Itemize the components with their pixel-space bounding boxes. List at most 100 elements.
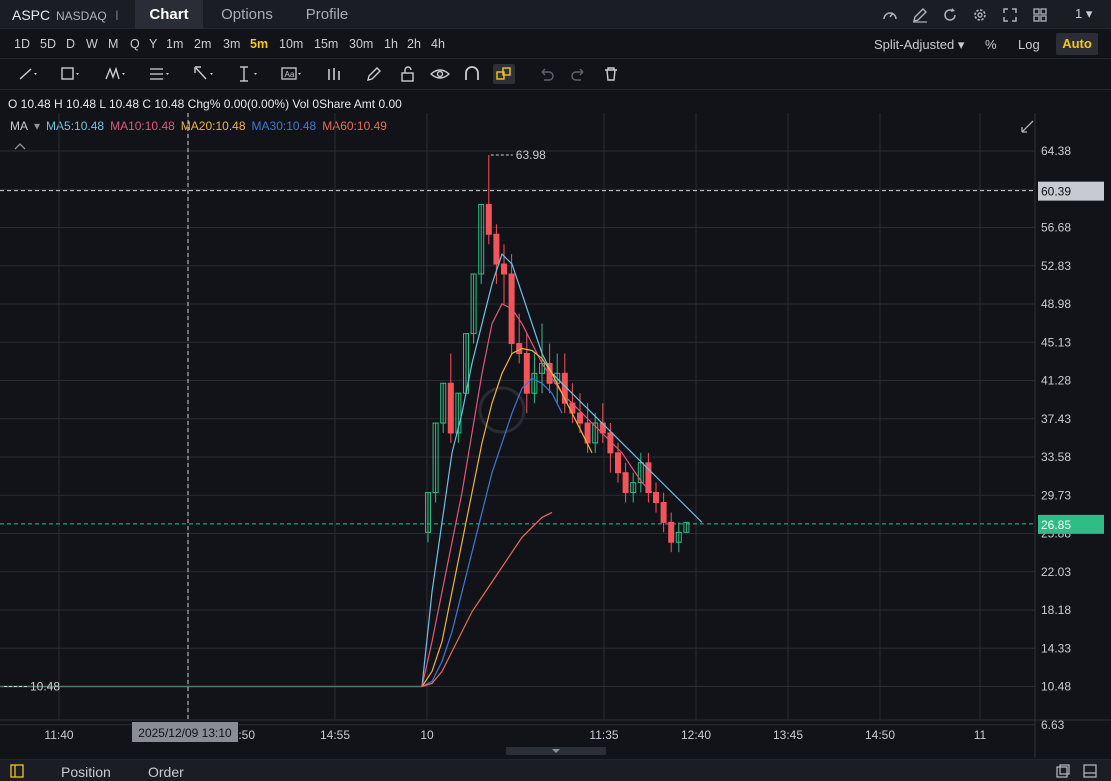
candle-body bbox=[501, 263, 507, 275]
x-axis-tick-label: 14:55 bbox=[320, 728, 350, 742]
popout-icon[interactable] bbox=[1056, 764, 1070, 778]
candle-body bbox=[660, 502, 667, 523]
x-axis-tick-label: 10 bbox=[420, 728, 434, 742]
interval-d[interactable]: D bbox=[66, 37, 76, 51]
rectangle-tool-icon[interactable] bbox=[58, 64, 80, 84]
shrink-icon[interactable] bbox=[1021, 120, 1034, 133]
candle-body bbox=[455, 392, 462, 434]
layout-grid-icon[interactable] bbox=[1031, 6, 1049, 24]
delete-trash-icon[interactable] bbox=[600, 64, 622, 84]
layout-count-dropdown[interactable]: 1 ▾ bbox=[1075, 6, 1093, 21]
collapse-caret-icon[interactable] bbox=[14, 143, 26, 150]
tab-position[interactable]: Position bbox=[61, 764, 111, 780]
y-axis-tick-label: 56.68 bbox=[1041, 221, 1071, 235]
trend-line-tool-icon[interactable] bbox=[16, 64, 38, 84]
redo-icon[interactable] bbox=[567, 64, 589, 84]
y-axis-tick-label: 45.13 bbox=[1041, 335, 1071, 349]
percent-toggle[interactable]: % bbox=[985, 37, 997, 52]
panel-toggle-icon[interactable] bbox=[10, 764, 24, 778]
candle-body bbox=[675, 531, 682, 543]
log-toggle[interactable]: Log bbox=[1018, 37, 1040, 52]
layout-panel-icon[interactable] bbox=[1083, 764, 1097, 778]
candle-body bbox=[637, 462, 644, 484]
y-axis-tick-label: 10.48 bbox=[1041, 680, 1071, 694]
y-axis-tick-label: 6.63 bbox=[1041, 718, 1065, 732]
interval-y[interactable]: Y bbox=[149, 37, 158, 51]
draw-edit-icon[interactable] bbox=[911, 6, 929, 24]
symbol-name[interactable]: ASPC bbox=[12, 7, 51, 23]
lock-icon[interactable] bbox=[397, 64, 419, 84]
bottom-bar bbox=[0, 759, 1111, 781]
undo-icon[interactable] bbox=[536, 64, 558, 84]
interval-10m[interactable]: 10m bbox=[279, 37, 304, 51]
interval-2m[interactable]: 2m bbox=[194, 37, 212, 51]
y-axis-tick-label: 48.98 bbox=[1041, 297, 1071, 311]
candle-marker-tool-icon[interactable] bbox=[324, 64, 346, 84]
split-adjusted-dropdown[interactable]: Split-Adjusted ▾ bbox=[874, 37, 965, 52]
visibility-eye-icon[interactable] bbox=[429, 64, 451, 84]
fibonacci-tool-icon[interactable] bbox=[148, 64, 170, 84]
exchange-name: NASDAQ bbox=[56, 9, 107, 23]
interval-30m[interactable]: 30m bbox=[349, 37, 374, 51]
candle-body bbox=[470, 273, 477, 335]
pattern-tool-icon[interactable] bbox=[104, 64, 126, 84]
candle-body bbox=[653, 492, 659, 504]
interval-w[interactable]: W bbox=[86, 37, 98, 51]
link-crosshair-icon[interactable] bbox=[493, 64, 515, 84]
x-axis-tick-label: 13:45 bbox=[773, 728, 803, 742]
candle-body bbox=[425, 492, 431, 533]
ma-legend-label[interactable]: MA bbox=[10, 119, 28, 133]
interval-m[interactable]: M bbox=[108, 37, 119, 51]
interval-1h[interactable]: 1h bbox=[384, 37, 398, 51]
interval-q[interactable]: Q bbox=[130, 37, 140, 51]
arrow-tool-icon[interactable] bbox=[192, 64, 214, 84]
candle-body bbox=[630, 482, 637, 494]
candle-body bbox=[485, 203, 492, 235]
price-chart[interactable]: 64.3860.5356.6852.8348.9845.1341.2837.43… bbox=[0, 113, 1111, 758]
brush-tool-icon[interactable] bbox=[364, 64, 386, 84]
measure-tool-icon[interactable] bbox=[236, 64, 258, 84]
x-axis-tick-label: 14:50 bbox=[865, 728, 895, 742]
ma-legend: MA ▾ MA5:10.48 MA10:10.48 MA20:10.48 MA30:10.… bbox=[10, 119, 393, 133]
interval-5d[interactable]: 5D bbox=[40, 37, 56, 51]
tab-options[interactable]: Options bbox=[221, 6, 273, 23]
indicator-gauge-icon[interactable] bbox=[881, 6, 899, 24]
x-axis-tick-label: 11 bbox=[974, 728, 987, 742]
split-adjusted-label: Split-Adjusted bbox=[874, 37, 955, 52]
refresh-icon[interactable] bbox=[941, 6, 959, 24]
scroll-handle-arrow-icon[interactable] bbox=[552, 749, 560, 753]
candle-body bbox=[440, 382, 447, 424]
y-axis-tick-label: 33.58 bbox=[1041, 450, 1071, 464]
y-axis-tick-label: 52.83 bbox=[1041, 259, 1071, 273]
candle-body bbox=[523, 352, 530, 394]
candle-body bbox=[493, 233, 500, 265]
max-price-label: 63.98 bbox=[516, 148, 546, 162]
ma-legend-item: MA5:10.48 bbox=[46, 119, 105, 133]
auto-toggle[interactable]: Auto bbox=[1056, 33, 1098, 55]
ma-legend-dropdown-icon[interactable]: ▾ bbox=[34, 119, 41, 133]
interval-1m[interactable]: 1m bbox=[166, 37, 184, 51]
crosshair-time-box bbox=[132, 722, 238, 742]
text-tool-icon[interactable]: Aa bbox=[280, 64, 302, 84]
interval-1d[interactable]: 1D bbox=[14, 37, 30, 51]
interval-bar bbox=[0, 30, 1111, 59]
interval-3m[interactable]: 3m bbox=[223, 37, 241, 51]
interval-15m[interactable]: 15m bbox=[314, 37, 339, 51]
y-axis-tick-label: 37.43 bbox=[1041, 412, 1071, 426]
x-axis-tick-label: 11:35 bbox=[589, 728, 618, 742]
tab-chart[interactable]: Chart bbox=[135, 0, 203, 29]
ma-legend-item: MA30:10.48 bbox=[251, 119, 317, 133]
interval-5m[interactable]: 5m bbox=[250, 37, 269, 51]
ma-line-ma20 bbox=[421, 347, 593, 687]
price-line-badge bbox=[1038, 181, 1104, 201]
tab-profile[interactable]: Profile bbox=[305, 6, 349, 23]
ma-line-ma10 bbox=[421, 302, 653, 687]
magnet-icon[interactable] bbox=[461, 64, 483, 84]
interval-4h[interactable]: 4h bbox=[431, 37, 445, 51]
ma-line-ma60 bbox=[421, 511, 553, 688]
fullscreen-icon[interactable] bbox=[1001, 6, 1019, 24]
price-line-label: 26.85 bbox=[1041, 518, 1071, 532]
interval-2h[interactable]: 2h bbox=[407, 37, 421, 51]
tab-order[interactable]: Order bbox=[148, 764, 184, 780]
settings-gear-icon[interactable] bbox=[971, 6, 989, 24]
